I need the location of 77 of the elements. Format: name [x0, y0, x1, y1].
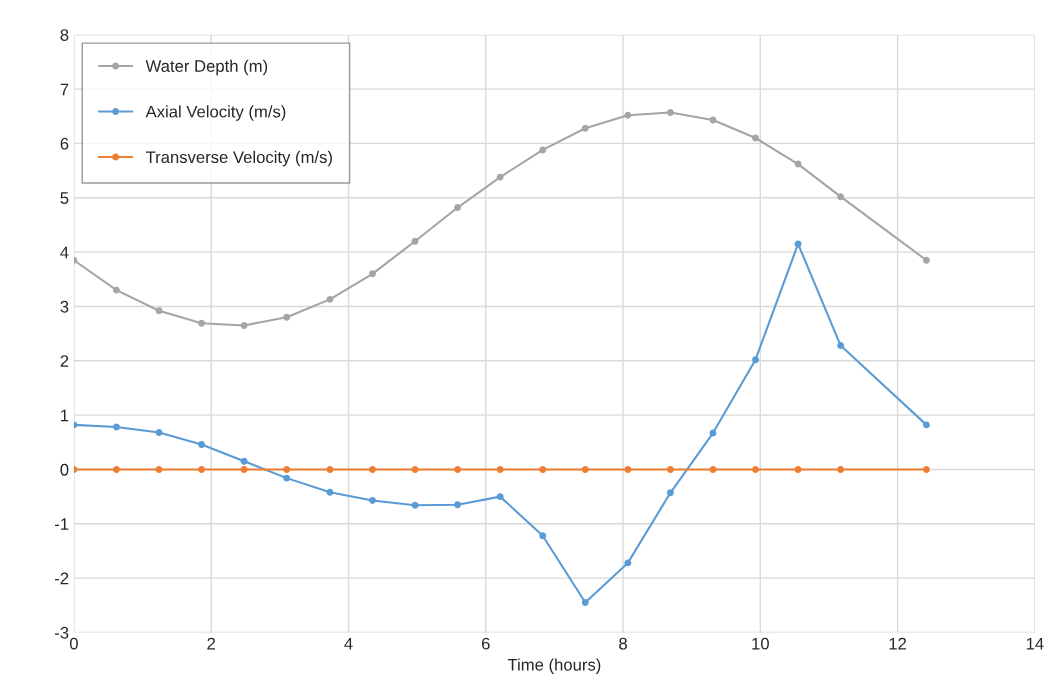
- y-tick-label: 3: [60, 300, 69, 313]
- point: [283, 465, 291, 473]
- point: [496, 465, 504, 473]
- x-tick-label: 14: [1026, 637, 1044, 650]
- point: [369, 270, 376, 278]
- point: [411, 501, 419, 509]
- point: [539, 465, 547, 473]
- point: [752, 465, 759, 473]
- point: [709, 465, 717, 473]
- y-tick-label: 2: [60, 355, 69, 367]
- point: [113, 286, 120, 294]
- point: [624, 465, 632, 473]
- y-tick-label: 7: [60, 83, 69, 96]
- y-tick-label: 8: [60, 29, 69, 41]
- point: [198, 465, 206, 473]
- point: [240, 321, 248, 329]
- legend-label: Axial Velocity (m/s): [145, 105, 286, 121]
- point: [581, 599, 589, 607]
- point: [794, 465, 802, 473]
- point: [666, 489, 674, 497]
- point: [113, 423, 120, 431]
- y-tick-label: -3: [54, 626, 69, 639]
- point: [581, 124, 589, 132]
- point: [155, 307, 163, 315]
- legend-label: Transverse Velocity (m/s): [145, 150, 332, 167]
- point: [454, 501, 462, 509]
- point: [369, 465, 376, 473]
- point: [837, 342, 845, 350]
- y-tick-label: 5: [60, 192, 69, 204]
- point: [240, 465, 248, 473]
- point: [624, 111, 632, 119]
- point: [496, 493, 504, 501]
- point: [198, 319, 206, 327]
- point: [283, 474, 291, 482]
- point: [198, 440, 206, 448]
- x-tick-label: 0: [69, 637, 78, 650]
- point: [752, 134, 759, 142]
- point: [539, 146, 547, 154]
- x-axis-title: Time (hours): [507, 658, 601, 674]
- point: [922, 256, 930, 264]
- point: [837, 193, 845, 201]
- point: [496, 173, 504, 181]
- y-tick-label: 4: [60, 246, 69, 259]
- point: [539, 532, 547, 540]
- point: [326, 465, 334, 473]
- point: [837, 465, 845, 473]
- point: [666, 108, 674, 116]
- x-tick-label: 4: [344, 637, 353, 650]
- point: [326, 488, 334, 496]
- y-tick-label: -2: [54, 572, 69, 585]
- x-tick-label: 8: [619, 637, 627, 650]
- x-tick-label: 12: [889, 637, 907, 650]
- y-tick-label: 6: [60, 137, 69, 150]
- point: [411, 465, 419, 473]
- point: [411, 237, 419, 245]
- point: [155, 429, 163, 436]
- point: [155, 465, 163, 473]
- y-tick-label: 0: [60, 463, 69, 476]
- point: [922, 421, 930, 429]
- point: [454, 204, 462, 212]
- y-tick-label: -1: [54, 518, 69, 530]
- point: [922, 465, 930, 473]
- point: [283, 313, 291, 321]
- point: [454, 465, 462, 473]
- point: [752, 356, 759, 364]
- point: [113, 465, 120, 473]
- point: [581, 465, 589, 473]
- legend-label: Water Depth (m): [145, 59, 268, 76]
- x-tick-label: 2: [207, 637, 215, 650]
- point: [666, 465, 674, 473]
- x-tick-label: 6: [481, 637, 490, 650]
- point: [369, 496, 376, 504]
- point: [326, 295, 334, 303]
- x-tick-label: 10: [752, 637, 769, 650]
- point: [240, 457, 248, 465]
- y-tick-label: 1: [61, 409, 69, 422]
- point: [624, 559, 632, 567]
